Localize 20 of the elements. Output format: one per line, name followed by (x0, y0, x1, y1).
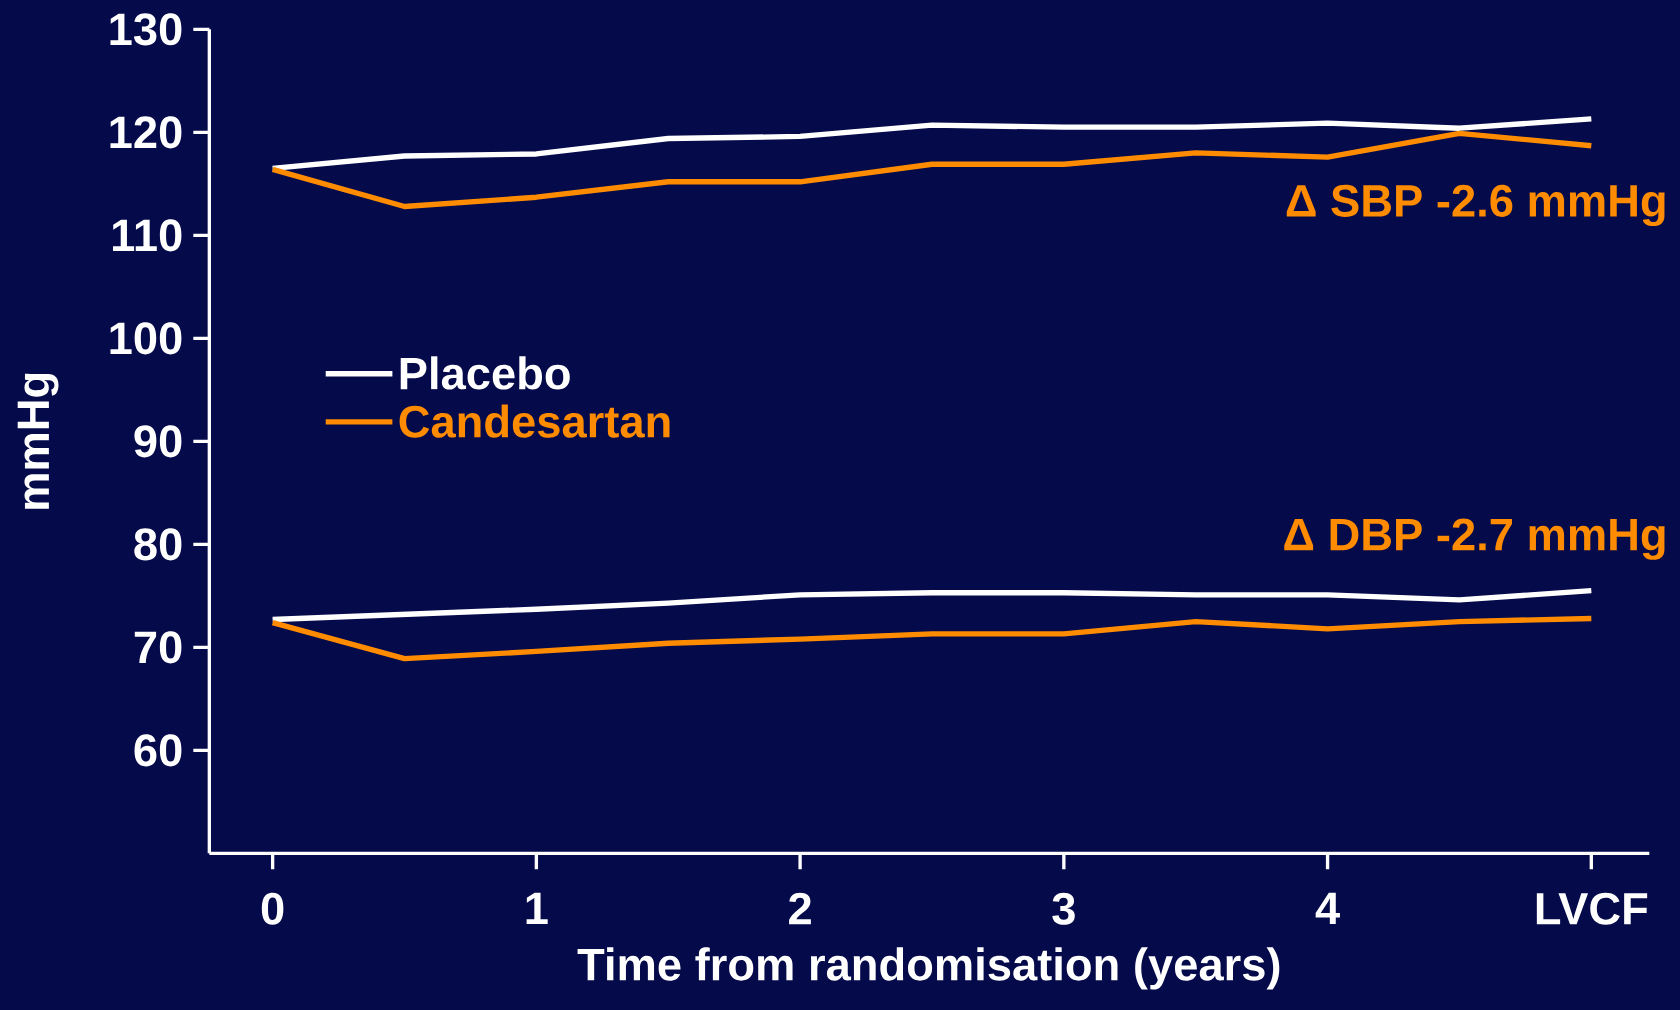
y-tick-label: 120 (110, 116, 182, 149)
x-tick-label: 3 (1052, 892, 1075, 925)
y-tick-label: 100 (110, 322, 182, 355)
x-tick-label: LVCF (1536, 892, 1648, 925)
x-tick-label: 4 (1315, 892, 1340, 924)
annotation: Δ SBP -2.6 mmHg (1286, 184, 1665, 227)
y-axis-title: mmHg (17, 373, 59, 509)
x-tick-label: 1 (526, 892, 548, 924)
x-tick-label: 0 (261, 892, 284, 925)
annotation: Δ DBP -2.7 mmHg (1284, 518, 1665, 560)
y-tick-label: 60 (134, 734, 182, 767)
legend-label: Placebo (400, 356, 570, 390)
y-tick-label: 130 (110, 13, 182, 46)
y-tick-label: 70 (134, 631, 182, 664)
x-axis-title: Time from randomisation (years) (577, 947, 1280, 990)
x-tick-label: 2 (789, 892, 811, 925)
y-tick-label: 90 (134, 425, 182, 458)
y-tick-label: 110 (113, 219, 182, 252)
y-tick-label: 80 (134, 528, 182, 561)
legend-label: Candesartan (399, 404, 670, 438)
